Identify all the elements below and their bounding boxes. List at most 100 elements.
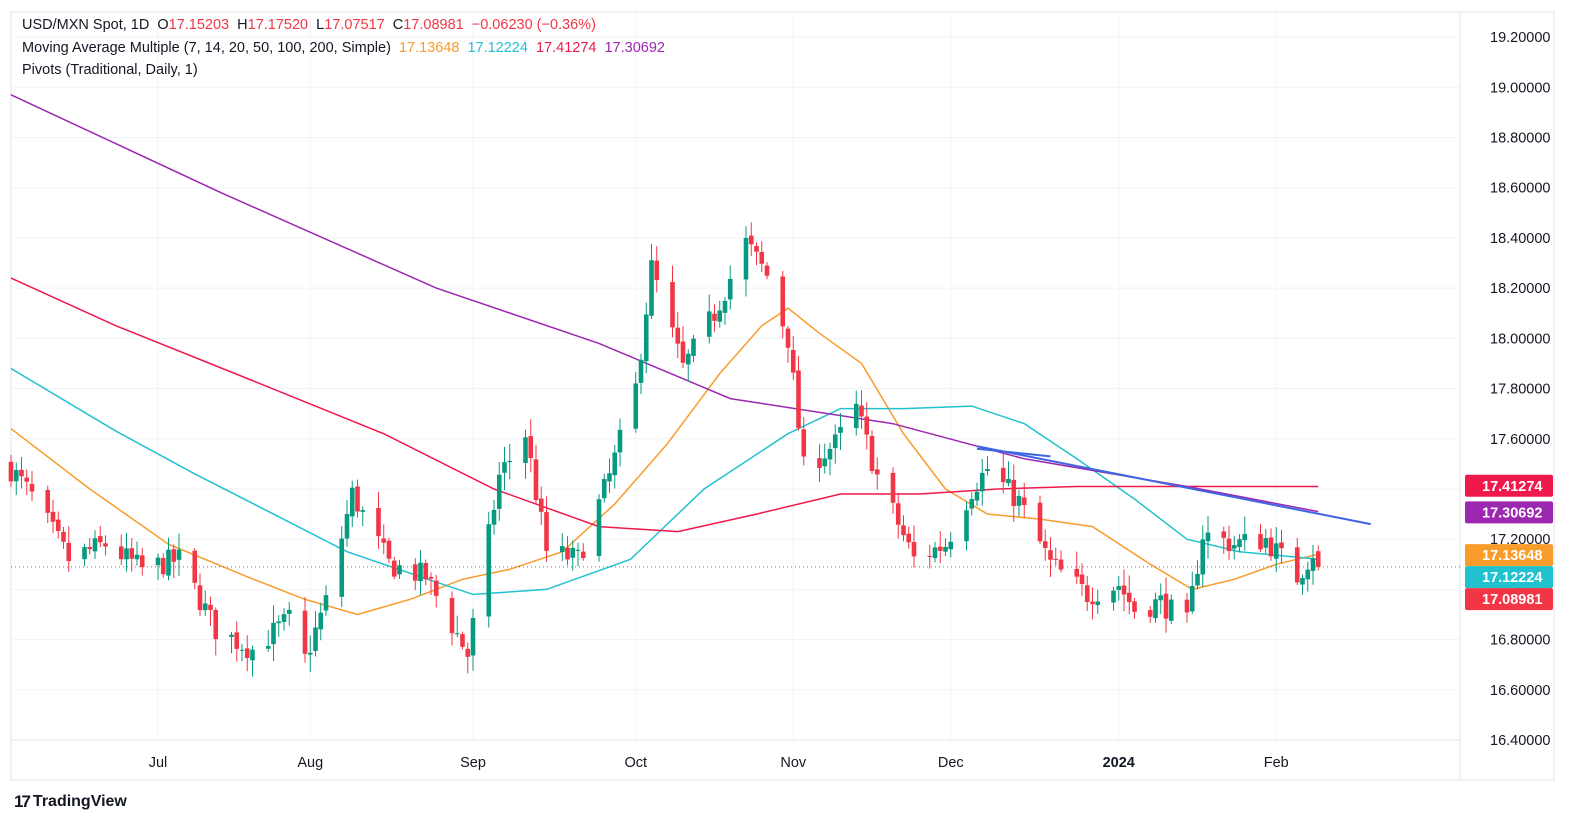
candle-body: [1168, 599, 1174, 621]
candle-body: [213, 609, 219, 640]
price-tick-label: 17.80000: [1490, 382, 1550, 398]
candle-body: [638, 359, 644, 383]
candle-body: [596, 499, 602, 556]
candle-body: [344, 514, 350, 539]
candle-body: [418, 562, 423, 582]
candle-body: [313, 627, 318, 651]
ma-row: Moving Average Multiple (7, 14, 20, 50, …: [22, 37, 669, 60]
ma100-value: 17.41274: [535, 39, 597, 56]
candle-body: [785, 328, 791, 348]
ma-title[interactable]: Moving Average Multiple (7, 14, 20, 50, …: [22, 39, 391, 56]
candle-body: [465, 648, 471, 657]
candle-body: [544, 512, 549, 551]
candle-body: [1079, 574, 1085, 584]
close-label: C: [392, 17, 404, 33]
candle-body: [160, 558, 166, 575]
candle-body: [580, 551, 586, 558]
candle-body: [318, 612, 324, 630]
candle-body: [1126, 592, 1132, 603]
candle-body: [817, 458, 822, 469]
candle-body: [1310, 558, 1316, 571]
candle-body: [565, 547, 570, 560]
candle-body: [339, 538, 345, 597]
time-tick-label: Jul: [149, 755, 168, 771]
symbol-title[interactable]: USD/MXN Spot, 1D: [22, 17, 150, 33]
candle-body: [1273, 543, 1279, 559]
price-label-tag: 17.08981: [1465, 588, 1553, 611]
candle-body: [50, 511, 56, 522]
candle-body: [764, 265, 770, 276]
time-tick-label: Nov: [780, 755, 807, 771]
candle-body: [1053, 558, 1059, 560]
candle-body: [706, 311, 712, 337]
candle-body: [612, 452, 618, 476]
tradingview-logo[interactable]: 17 TradingView: [14, 792, 127, 812]
price-tick-label: 18.00000: [1490, 331, 1550, 347]
candle-body: [1189, 585, 1195, 612]
candle-body: [176, 549, 182, 560]
pivots-row: Pivots (Traditional, Daily, 1): [22, 59, 669, 82]
candle-body: [974, 491, 980, 501]
candle-body: [491, 509, 497, 525]
time-tick-label: 2024: [1103, 755, 1135, 771]
candle-body: [502, 462, 507, 473]
candle-body: [601, 478, 607, 499]
candle-body: [271, 622, 276, 645]
candle-body: [139, 555, 145, 568]
candle-body: [937, 546, 943, 551]
candles: [8, 222, 1321, 677]
low-label: L: [316, 17, 325, 33]
ma100-line: [10, 277, 1319, 533]
price-tick-label: 19.00000: [1490, 80, 1550, 96]
low-value: 17.07517: [324, 17, 385, 33]
candle-body: [171, 549, 177, 562]
trendlines[interactable]: [976, 445, 1371, 526]
candle-body: [1006, 478, 1011, 484]
candle-body: [895, 503, 901, 525]
pivots-title[interactable]: Pivots (Traditional, Daily, 1): [22, 62, 198, 78]
candle-body: [234, 632, 240, 649]
price-label-tag: 17.41274: [1465, 474, 1553, 497]
price-label-tag: 17.30692: [1465, 501, 1553, 524]
time-tick-label: Oct: [624, 755, 647, 771]
ohlc-row: USD/MXN Spot, 1D O17.15203 H17.17520 L17…: [22, 14, 669, 37]
candle-body: [780, 276, 786, 327]
high-label: H: [237, 17, 248, 33]
grid: [11, 12, 1460, 741]
candle-body: [1315, 551, 1321, 567]
candle-body: [1121, 585, 1127, 595]
price-label-bg: [1465, 474, 1553, 497]
candle-body: [496, 474, 502, 509]
candle-body: [323, 595, 329, 611]
candle-body: [24, 477, 30, 482]
close-value: 17.08981: [403, 17, 464, 33]
candle-body: [250, 649, 255, 661]
candle-body: [743, 237, 749, 280]
candle-body: [302, 610, 308, 654]
price-label-tag: 17.12224: [1465, 566, 1553, 589]
price-label-bg: [1465, 501, 1553, 524]
candle-body: [307, 652, 313, 655]
candle-body: [864, 416, 870, 435]
trendline: [976, 447, 1051, 458]
candle-body: [570, 547, 576, 558]
candle-body: [66, 542, 72, 562]
candle-body: [1132, 601, 1137, 612]
price-label-bg: [1465, 588, 1553, 611]
candle-body: [1305, 569, 1311, 580]
high-value: 17.17520: [247, 17, 309, 33]
candle-body: [675, 327, 681, 344]
candle-body: [1231, 545, 1237, 549]
candle-body: [649, 260, 654, 316]
candle-body: [559, 546, 565, 552]
price-axis[interactable]: 19.20000 19.00000 18.80000 18.60000 18.40000…: [1459, 12, 1550, 780]
candle-body: [927, 555, 933, 557]
price-label-bg: [1465, 566, 1553, 589]
candle-body: [1221, 531, 1227, 538]
candle-body: [1268, 537, 1274, 557]
time-axis[interactable]: Jul Aug Sep Oct Nov Dec 2024 Feb: [11, 739, 1460, 771]
candle-body: [1184, 599, 1190, 613]
candle-body: [166, 549, 171, 576]
ma20-value: 17.13648: [398, 39, 460, 56]
